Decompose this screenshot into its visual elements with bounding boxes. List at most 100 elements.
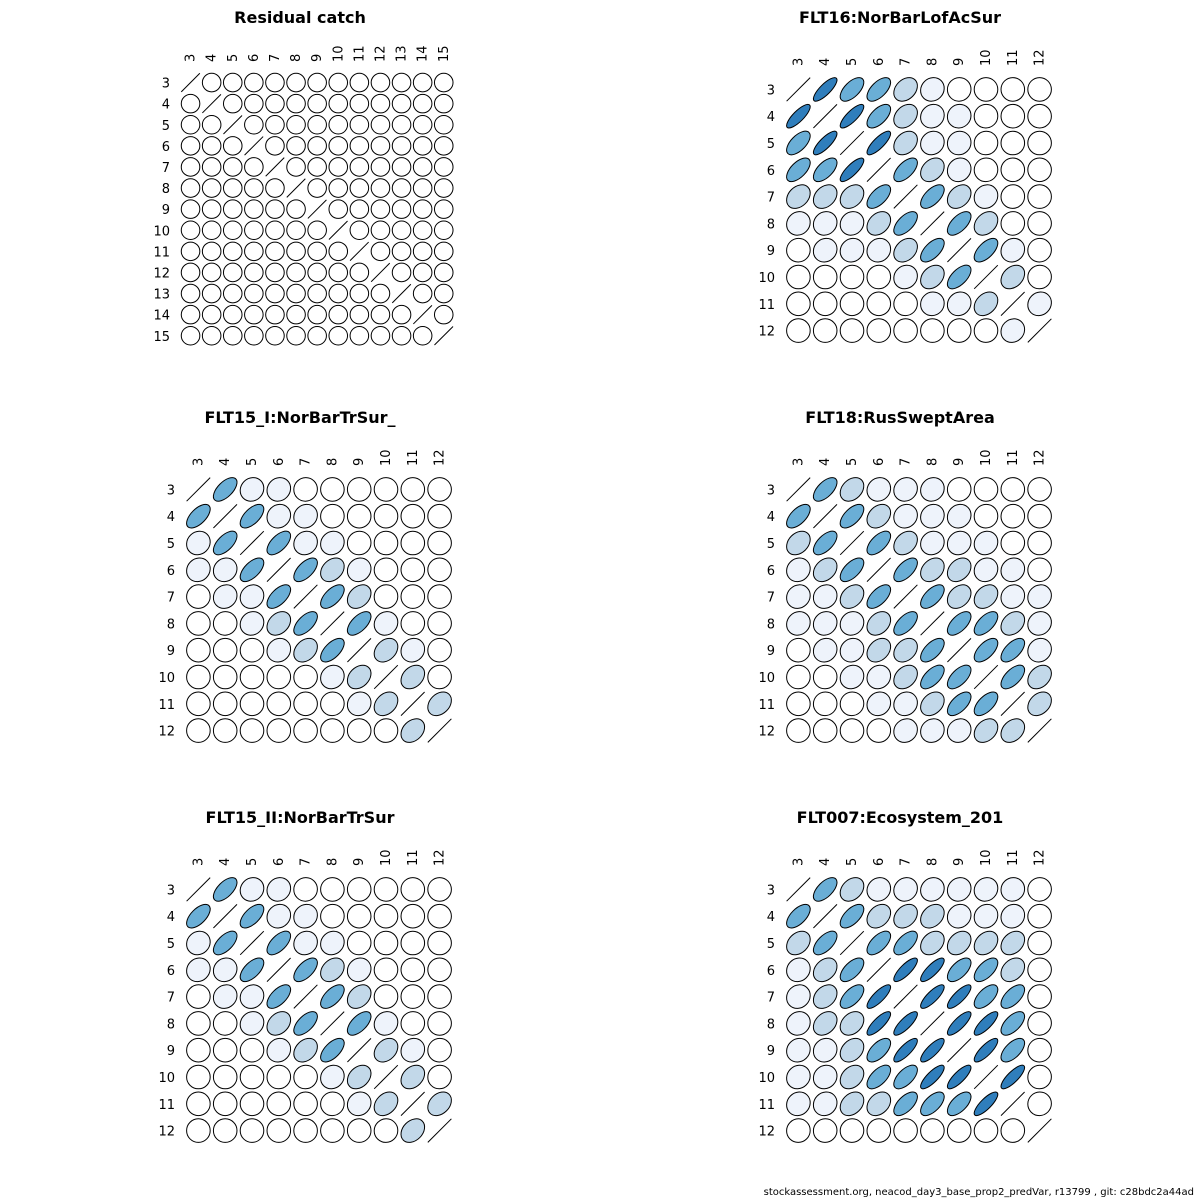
correlation-ellipse [920,691,945,717]
correlation-ellipse [180,325,201,346]
correlation-ellipse [212,530,238,556]
correlation-ellipse [412,262,433,283]
correlation-ellipse [839,957,865,983]
correlation-ellipse [400,877,426,902]
correlation-ellipse [180,178,201,198]
correlation-ellipse [1027,957,1052,983]
diagonal-cell [839,530,865,556]
correlation-ellipse [427,1037,452,1063]
col-tick-label: 9 [352,858,367,866]
correlation-ellipse [346,557,372,583]
correlation-ellipse [1027,103,1052,129]
correlation-ellipse [786,691,811,717]
correlation-ellipse [391,220,412,241]
correlation-ellipse [328,241,349,262]
correlation-ellipse [328,262,349,283]
correlation-ellipse [266,903,292,929]
correlation-ellipse [427,877,452,902]
correlation-ellipse [320,903,345,929]
correlation-ellipse [373,903,399,929]
correlation-ellipse [786,184,811,209]
correlation-ellipse [328,114,349,135]
correlation-ellipse [286,283,306,304]
correlation-ellipse [839,584,865,609]
correlation-ellipse [1027,291,1052,317]
panel-6: FLT007:Ecosystem_201 3 4 5 6 7 8 9 10 11 12 3 4 5 6 7 8 9… [758,808,1052,1143]
correlation-ellipse [812,477,838,502]
correlation-ellipse [328,199,349,219]
correlation-ellipse [812,664,838,690]
correlation-ellipse [186,637,211,663]
diagonal-cell [1000,1091,1025,1116]
correlation-ellipse [946,611,972,636]
diagonal-cell [866,957,891,982]
correlation-ellipse [946,264,972,290]
diagonal-cell [947,1038,972,1063]
correlation-ellipse [239,718,265,743]
correlation-ellipse [893,691,918,717]
correlation-ellipse [812,157,838,183]
correlation-ellipse [812,611,838,636]
correlation-ellipse [433,72,454,93]
row-tick-label: 4 [767,110,775,125]
correlation-ellipse [866,930,892,956]
correlation-ellipse [839,984,865,1009]
correlation-ellipse [920,237,945,263]
correlation-ellipse [412,93,433,114]
correlation-ellipse [180,304,201,325]
correlation-ellipse [370,325,391,346]
correlation-ellipse [973,611,999,636]
correlation-ellipse [391,157,412,177]
correlation-ellipse [293,957,318,983]
diagonal-cell [920,211,945,236]
diagonal-cell [293,584,318,609]
correlation-ellipse [866,1118,892,1143]
correlation-ellipse [812,691,838,717]
col-tick-label: 5 [845,58,860,66]
correlation-ellipse [293,637,318,663]
correlation-ellipse [1000,530,1026,556]
correlation-ellipse [320,1064,345,1090]
correlation-ellipse [920,291,945,317]
correlation-ellipse [893,611,918,636]
correlation-ellipse [839,184,865,209]
correlation-ellipse [946,664,972,690]
correlation-ellipse [400,1064,426,1090]
row-tick-label: 12 [758,725,775,740]
row-tick-label: 10 [758,1071,775,1086]
correlation-ellipse [391,114,412,135]
correlation-ellipse [786,718,811,743]
correlation-ellipse [973,1118,999,1143]
col-tick-label: 12 [1033,49,1048,66]
col-tick-label: 3 [791,58,806,66]
correlation-ellipse [373,503,399,529]
correlation-ellipse [265,325,285,346]
correlation-ellipse [346,1118,372,1143]
diagonal-cell [180,72,201,93]
diagonal-cell [347,638,372,663]
correlation-ellipse [293,877,318,902]
correlation-ellipse [946,291,972,317]
panel-title: FLT18:RusSweptArea [805,408,994,427]
diagonal-cell [320,611,345,636]
correlation-ellipse [812,718,838,743]
correlation-ellipse [266,1118,292,1143]
correlation-ellipse [412,157,433,177]
correlation-ellipse [973,530,999,556]
correlation-ellipse [239,637,265,663]
correlation-ellipse [1027,1011,1052,1036]
correlation-ellipse [786,903,811,929]
col-tick-label: 12 [1033,849,1048,866]
correlation-ellipse [307,136,327,156]
correlation-ellipse [265,114,285,135]
correlation-ellipse [349,136,370,156]
correlation-ellipse [839,877,865,902]
correlation-ellipse [400,637,426,663]
correlation-ellipse [866,1037,892,1063]
diagonal-cell [920,1011,945,1036]
correlation-ellipse [186,718,211,743]
correlation-ellipse [244,304,264,325]
correlation-ellipse [222,304,243,325]
row-tick-label: 12 [758,325,775,340]
correlation-ellipse [946,584,972,609]
